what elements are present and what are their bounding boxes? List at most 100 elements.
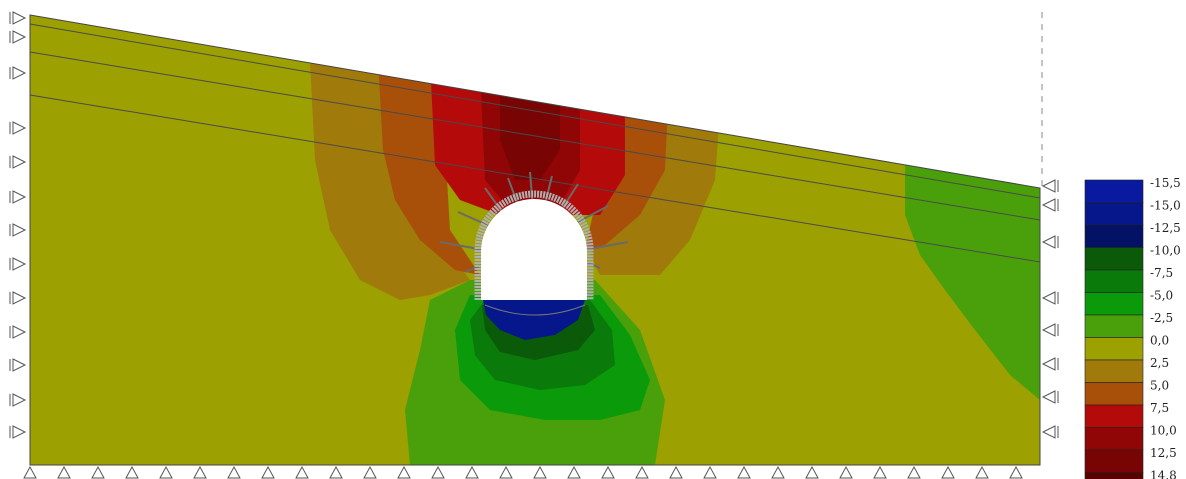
support-symbol [635, 465, 649, 479]
legend-swatch [1084, 292, 1144, 316]
support-symbol [1009, 465, 1023, 479]
support-symbol [1041, 323, 1059, 337]
support-symbol [57, 465, 71, 479]
support-symbol [23, 465, 37, 479]
support-symbol [9, 393, 27, 407]
support-symbol [363, 465, 377, 479]
legend-label: 14,8 [1150, 469, 1177, 479]
right-supports [1041, 179, 1059, 439]
legend-swatch [1084, 269, 1144, 293]
support-symbol [9, 121, 27, 135]
legend-label: -2,5 [1150, 311, 1173, 325]
support-symbol [1041, 198, 1059, 212]
legend-swatch [1084, 382, 1144, 406]
air-region [30, 0, 1045, 188]
support-symbol [873, 465, 887, 479]
legend-swatch [1084, 427, 1144, 451]
legend-swatch [1084, 247, 1144, 271]
legend-swatch [1084, 449, 1144, 473]
support-symbol [805, 465, 819, 479]
support-symbol [9, 425, 27, 439]
layer-boundaries [29, 23, 1041, 263]
support-symbol [499, 465, 513, 479]
support-symbol [227, 465, 241, 479]
support-symbol [9, 11, 27, 25]
legend-label: -10,0 [1150, 244, 1181, 258]
support-symbol [295, 465, 309, 479]
band-minus-15-0 [483, 300, 585, 340]
legend: -15,5 -15,0 -12,5 -10,0 -7,5 -5,0 -2,5 0,0 2,5 5,… [1084, 176, 1181, 479]
support-symbol [9, 190, 27, 204]
support-symbol [261, 465, 275, 479]
left-supports [9, 11, 27, 439]
support-symbol [907, 465, 921, 479]
legend-swatch [1084, 314, 1144, 338]
support-symbol [975, 465, 989, 479]
domain-outline [29, 14, 1041, 466]
legend-swatch [1084, 359, 1144, 383]
support-symbol [1041, 179, 1059, 193]
support-symbol [9, 155, 27, 169]
legend-label: 0,0 [1150, 334, 1169, 348]
band-minus-2-5-right [905, 160, 1040, 400]
support-symbol [1041, 357, 1059, 371]
bolt [583, 241, 629, 251]
band-12-5 [500, 80, 560, 180]
support-symbol [703, 465, 717, 479]
support-symbol [125, 465, 139, 479]
support-symbol [567, 465, 581, 479]
support-symbol [1041, 291, 1059, 305]
legend-label: -5,0 [1150, 289, 1173, 303]
legend-swatch [1084, 179, 1144, 203]
legend-label: 7,5 [1150, 401, 1169, 415]
bolt [457, 211, 495, 229]
legend-swatch [1084, 472, 1144, 479]
layer-line-2 [29, 51, 1041, 221]
bolt [573, 205, 609, 225]
tunnel-invert-arc [484, 304, 586, 316]
bottom-supports [23, 465, 1023, 479]
bolt [559, 183, 579, 213]
legend-label: -15,5 [1150, 176, 1181, 190]
support-symbol [533, 465, 547, 479]
legend-label: -15,0 [1150, 199, 1181, 213]
legend-label: 2,5 [1150, 356, 1169, 370]
support-symbol [193, 465, 207, 479]
legend-swatch [1084, 224, 1144, 248]
legend-label: 10,0 [1150, 424, 1177, 438]
support-symbol [91, 465, 105, 479]
support-symbol [9, 257, 27, 271]
support-symbol [9, 223, 27, 237]
legend-swatch [1084, 337, 1144, 361]
support-symbol [669, 465, 683, 479]
support-symbol [9, 66, 27, 80]
legend-label: -12,5 [1150, 221, 1181, 235]
support-symbol [737, 465, 751, 479]
support-symbol [9, 30, 27, 44]
legend-label: 12,5 [1150, 446, 1177, 460]
support-symbol [771, 465, 785, 479]
legend-swatch [1084, 404, 1144, 428]
support-symbol [397, 465, 411, 479]
support-symbol [9, 325, 27, 339]
layer-line-1 [29, 23, 1041, 199]
support-symbol [1041, 235, 1059, 249]
support-symbol [839, 465, 853, 479]
legend-swatch [1084, 202, 1144, 226]
support-symbol [9, 358, 27, 372]
support-symbol [941, 465, 955, 479]
legend-label: -7,5 [1150, 266, 1173, 280]
tunnel-lining [474, 190, 594, 300]
support-symbol [9, 291, 27, 305]
layer-line-3 [29, 94, 1041, 263]
support-symbol [465, 465, 479, 479]
legend-label: 5,0 [1150, 379, 1169, 393]
support-symbol [601, 465, 615, 479]
tunnel-opening [481, 199, 587, 300]
support-symbol [329, 465, 343, 479]
support-symbol [431, 465, 445, 479]
support-symbol [1041, 390, 1059, 404]
support-symbol [159, 465, 173, 479]
band-5-0-right [585, 100, 668, 250]
